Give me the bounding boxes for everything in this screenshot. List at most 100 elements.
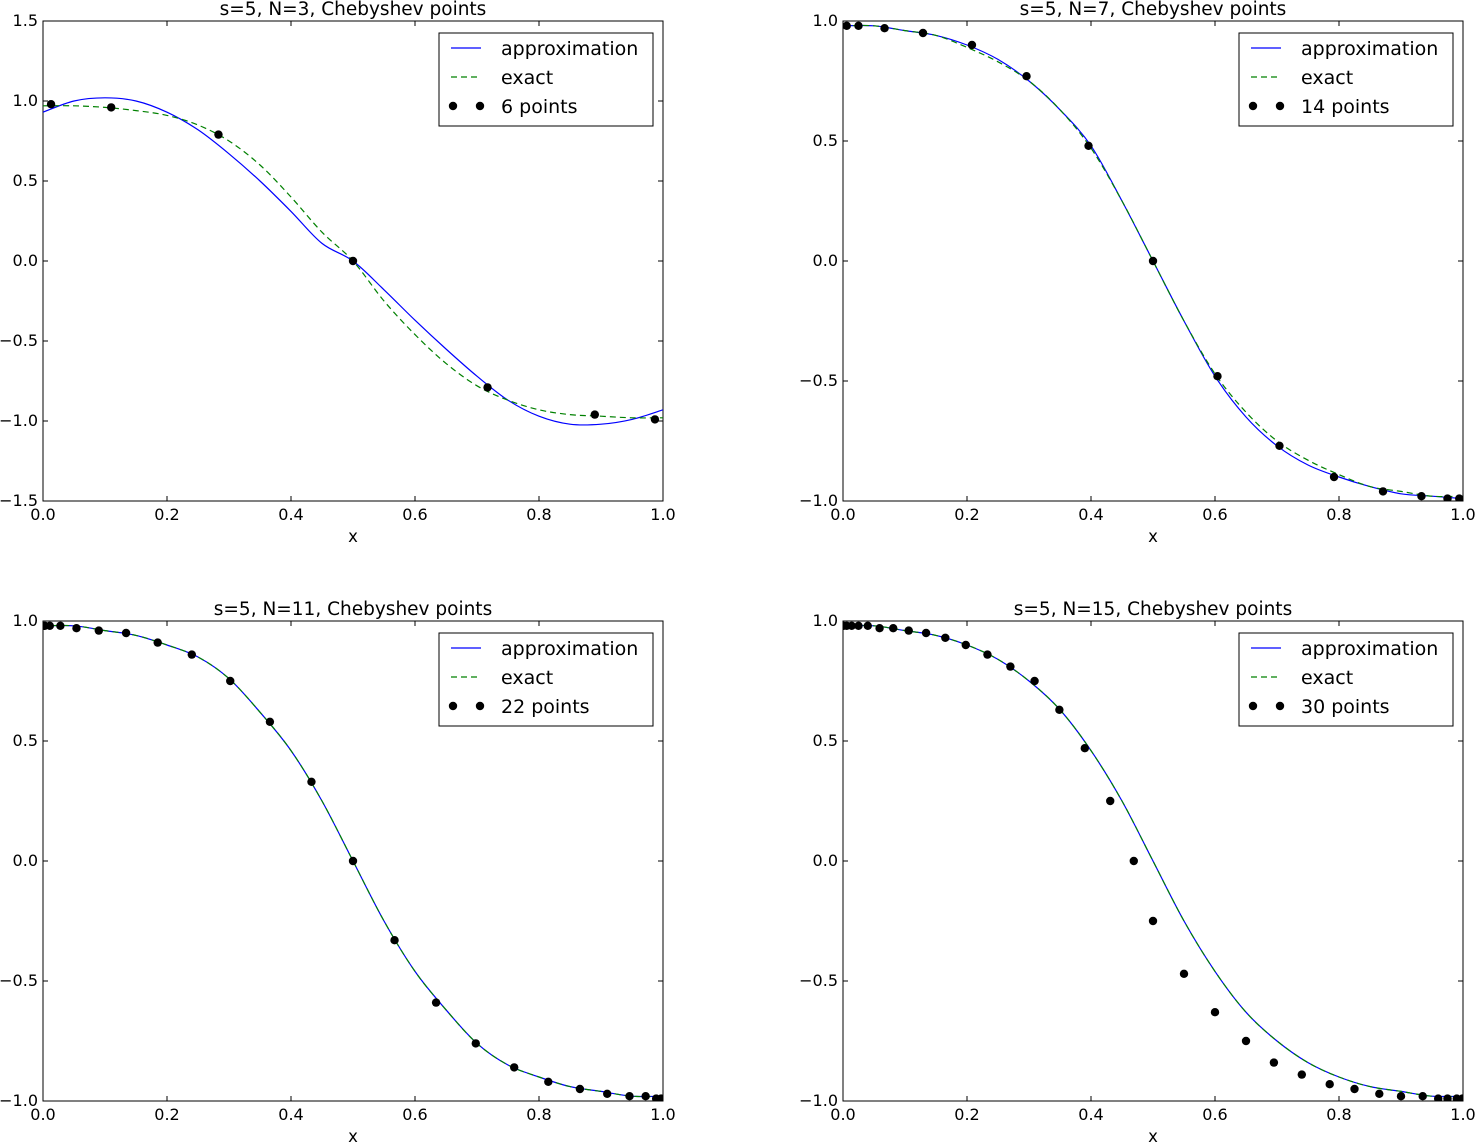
- data-point: [875, 624, 884, 633]
- data-point: [590, 410, 599, 419]
- data-point: [650, 415, 660, 424]
- data-point: [121, 628, 131, 638]
- data-point: [1458, 1094, 1463, 1101]
- legend-label: 6 points: [501, 96, 577, 118]
- data-point: [1210, 1008, 1220, 1017]
- x-tick-label: 0.8: [526, 1105, 551, 1124]
- subplot-3: s=5, N=11, Chebyshev points 0.0 0.2 0.4 0.6 0…: [0, 599, 676, 1142]
- data-point: [45, 621, 55, 630]
- data-point: [46, 100, 56, 109]
- y-tick-label: 0.0: [813, 251, 838, 270]
- x-tick-label: 0.4: [1078, 505, 1103, 524]
- data-point: [1443, 494, 1452, 501]
- legend-label: approximation: [1301, 638, 1438, 660]
- legend-label: 22 points: [501, 696, 590, 718]
- x-tick-label: 0.0: [830, 1105, 855, 1124]
- y-tick-label: 1.0: [813, 11, 838, 30]
- legend-points-swatch: [448, 101, 458, 111]
- y-tick-label: 0.5: [813, 731, 838, 750]
- x-tick-label: 0.2: [154, 505, 179, 524]
- data-point: [348, 856, 358, 866]
- plot-series-group: [843, 21, 1463, 501]
- x-tick-label: 1.0: [1450, 1105, 1475, 1124]
- x-tick-label: 0.6: [1202, 505, 1227, 524]
- legend-points-swatch: [1248, 101, 1258, 111]
- data-point: [1455, 494, 1463, 501]
- data-point: [226, 676, 235, 686]
- data-point: [1269, 1058, 1279, 1067]
- y-tick-label: −0.5: [0, 971, 38, 990]
- x-tick-label: 0.0: [30, 1105, 55, 1124]
- y-tick-label: −0.5: [0, 331, 38, 350]
- chart-title: s=5, N=7, Chebyshev points: [1020, 0, 1287, 20]
- data-point: [1434, 1094, 1443, 1101]
- data-point: [843, 21, 851, 30]
- y-tick-label: 1.0: [13, 91, 38, 110]
- data-point: [1030, 676, 1039, 686]
- x-axis-label: x: [348, 1127, 358, 1142]
- data-point: [187, 650, 196, 659]
- data-point: [1375, 1089, 1384, 1099]
- data-point: [889, 624, 898, 633]
- data-point: [941, 633, 950, 642]
- data-point: [656, 1094, 663, 1101]
- data-point: [921, 628, 931, 638]
- legend-label: exact: [1301, 667, 1353, 689]
- legend-label: approximation: [1301, 38, 1438, 60]
- data-point: [603, 1089, 612, 1099]
- data-point: [1148, 916, 1158, 926]
- data-point: [1241, 1036, 1251, 1046]
- data-point: [1055, 705, 1064, 714]
- data-point: [1080, 744, 1090, 753]
- data-point: [904, 626, 913, 635]
- legend: approximation exact 6 points: [438, 32, 654, 127]
- legend-points-swatch: [1275, 101, 1285, 111]
- y-tick-label: 0.5: [813, 131, 838, 150]
- data-point: [1275, 441, 1284, 450]
- legend: approximation exact 30 points: [1238, 632, 1454, 727]
- legend-label: approximation: [501, 38, 638, 60]
- y-tick-label: −1.5: [0, 491, 38, 510]
- data-point: [544, 1077, 553, 1087]
- data-point: [1418, 1092, 1427, 1101]
- x-tick-label: 0.2: [154, 1105, 179, 1124]
- data-point: [56, 621, 65, 630]
- data-point: [575, 1084, 585, 1094]
- data-point: [348, 256, 358, 266]
- y-tick-label: 0.0: [13, 851, 38, 870]
- y-tick-label: −1.0: [0, 411, 38, 430]
- data-point: [1329, 472, 1339, 482]
- data-point: [961, 640, 970, 650]
- x-tick-label: 0.0: [830, 505, 855, 524]
- legend-label: 14 points: [1301, 96, 1390, 118]
- data-point: [1396, 1092, 1406, 1101]
- y-tick-label: −1.0: [799, 491, 838, 510]
- legend-points-swatch: [1275, 701, 1285, 711]
- subplot-2: s=5, N=7, Chebyshev points 0.0 0.2 0.4 0.6 0.…: [799, 0, 1475, 546]
- legend-points-swatch: [448, 701, 458, 711]
- data-point: [625, 1092, 634, 1101]
- x-tick-label: 0.0: [30, 505, 55, 524]
- data-point: [390, 936, 399, 945]
- data-point: [1378, 487, 1388, 496]
- y-tick-label: 1.5: [13, 11, 38, 30]
- legend-points-swatch: [1248, 701, 1258, 711]
- x-axis-label: x: [348, 527, 358, 546]
- data-point: [1350, 1084, 1359, 1094]
- x-tick-label: 0.8: [526, 505, 551, 524]
- legend-label: 30 points: [1301, 696, 1390, 718]
- data-point: [214, 130, 223, 139]
- data-point: [1148, 256, 1158, 266]
- data-point: [1325, 1080, 1334, 1089]
- x-axis-label: x: [1148, 527, 1158, 546]
- legend-label: exact: [501, 667, 553, 689]
- data-point: [307, 777, 316, 786]
- x-tick-label: 0.8: [1326, 1105, 1351, 1124]
- data-point: [918, 28, 928, 38]
- legend-label: exact: [1301, 67, 1353, 89]
- data-point: [265, 717, 275, 726]
- exact-line: [843, 24, 1463, 498]
- legend-points-swatch: [475, 101, 485, 111]
- data-point: [431, 998, 441, 1007]
- data-point: [107, 103, 116, 112]
